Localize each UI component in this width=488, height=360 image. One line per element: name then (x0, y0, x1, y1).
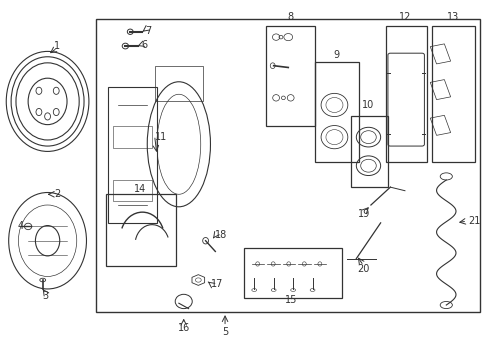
Text: 8: 8 (287, 13, 293, 22)
Text: 2: 2 (54, 189, 61, 199)
Bar (108, 87, 157, 223)
Bar (113, 180, 152, 202)
Text: 7: 7 (144, 26, 151, 36)
Text: 20: 20 (357, 264, 369, 274)
Bar (244, 248, 341, 298)
Text: 12: 12 (398, 13, 410, 22)
Bar (96, 19, 479, 312)
Bar (351, 116, 387, 187)
Text: 10: 10 (362, 100, 374, 110)
Bar (266, 26, 314, 126)
Text: 14: 14 (134, 184, 146, 194)
Text: 15: 15 (284, 295, 296, 305)
Text: 9: 9 (333, 50, 339, 60)
Bar (429, 80, 450, 100)
Bar (106, 194, 176, 266)
Text: 18: 18 (215, 230, 227, 240)
Text: 5: 5 (222, 327, 228, 337)
Bar (154, 66, 203, 102)
Bar (113, 126, 152, 148)
Bar (314, 62, 358, 162)
Text: 13: 13 (447, 13, 459, 22)
Text: 1: 1 (54, 41, 60, 51)
Bar (385, 26, 426, 162)
Text: 21: 21 (467, 216, 480, 226)
Text: 11: 11 (154, 132, 166, 142)
Bar (429, 115, 450, 135)
Text: 3: 3 (42, 291, 48, 301)
Bar (429, 44, 450, 64)
Text: 6: 6 (141, 40, 147, 50)
Text: 16: 16 (177, 323, 189, 333)
Text: 19: 19 (357, 209, 369, 219)
Text: 4: 4 (18, 221, 24, 231)
Text: 17: 17 (210, 279, 223, 289)
Bar (431, 26, 474, 162)
